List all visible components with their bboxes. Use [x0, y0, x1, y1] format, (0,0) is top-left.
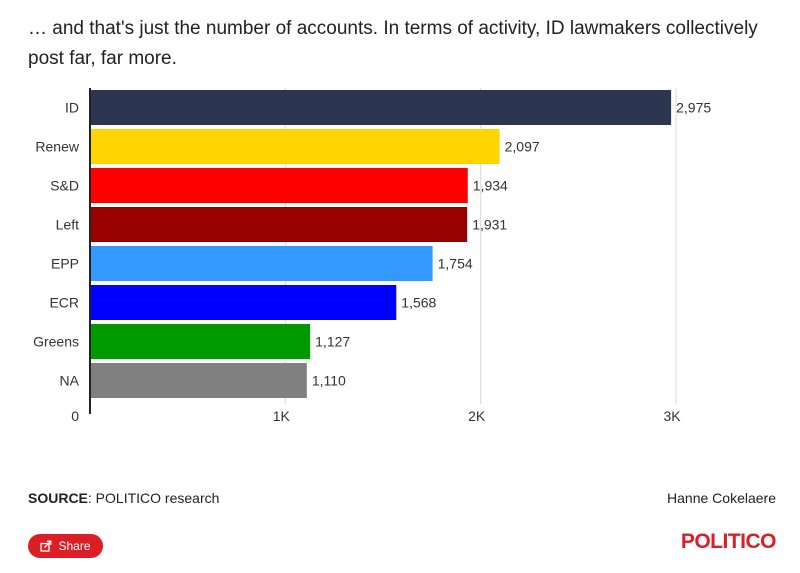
chart-subtitle: … and that's just the number of accounts… — [28, 18, 758, 69]
source-note: SOURCE: POLITICO research — [28, 490, 219, 506]
value-label-4: 1,754 — [438, 256, 473, 272]
value-label-6: 1,127 — [315, 334, 350, 350]
bar-4 — [90, 246, 433, 281]
category-label-1: Renew — [35, 139, 79, 155]
value-label-3: 1,931 — [472, 217, 507, 233]
bar-2 — [90, 168, 468, 203]
category-labels: ID Renew S&D Left EPP ECR Greens NA — [33, 100, 80, 389]
value-labels: 2,975 2,097 1,934 1,931 1,754 1,568 1,127 1,110 — [312, 100, 712, 389]
x-tick-label-1: 1K — [273, 408, 291, 424]
value-label-0: 2,975 — [676, 100, 711, 116]
value-label-2: 1,934 — [473, 178, 508, 194]
bar-7 — [90, 363, 307, 398]
bar-5 — [90, 285, 397, 320]
bar-1 — [90, 129, 500, 164]
category-label-2: S&D — [50, 178, 79, 194]
share-icon — [40, 540, 52, 552]
share-label: Share — [58, 539, 91, 553]
category-label-0: ID — [65, 100, 79, 116]
x-axis-ticks: 0 1K 2K 3K — [71, 408, 681, 424]
category-label-7: NA — [60, 373, 80, 389]
value-label-7: 1,110 — [312, 373, 346, 389]
x-tick-label-2: 2K — [468, 408, 486, 424]
share-button[interactable]: Share — [28, 534, 103, 558]
politico-logo[interactable]: POLITICO — [680, 530, 777, 553]
bar-chart: ID Renew S&D Left EPP ECR Greens NA 2,975 2,097 1… — [33, 88, 712, 424]
x-tick-label-3: 3K — [663, 408, 681, 424]
value-label-5: 1,568 — [401, 295, 436, 311]
bar-6 — [90, 324, 311, 359]
category-label-6: Greens — [33, 334, 79, 350]
x-tick-label-0: 0 — [71, 408, 79, 424]
bar-3 — [90, 207, 468, 242]
category-label-4: EPP — [51, 256, 79, 272]
source-label: SOURCE — [28, 490, 88, 506]
bars — [90, 90, 672, 398]
category-label-3: Left — [56, 217, 79, 233]
value-label-1: 2,097 — [505, 139, 540, 155]
source-text: : POLITICO research — [87, 490, 220, 506]
bar-0 — [90, 90, 672, 125]
author-credit: Hanne Cokelaere — [667, 490, 776, 506]
category-label-5: ECR — [49, 295, 79, 311]
